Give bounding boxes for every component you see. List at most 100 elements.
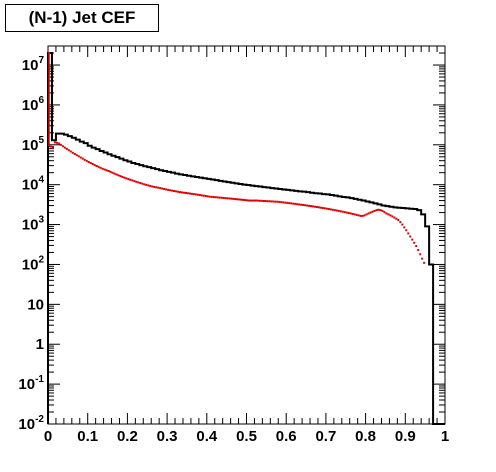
series-red-point — [165, 188, 168, 191]
series-red-point — [365, 213, 368, 216]
series-red-point — [323, 207, 326, 210]
series-red-point — [379, 209, 382, 212]
series-red-point — [67, 149, 70, 152]
series-red-point — [397, 219, 400, 222]
series-red-point — [359, 214, 362, 217]
series-red-point — [175, 190, 178, 193]
series-red-point — [343, 211, 346, 214]
series-red-point — [232, 197, 235, 200]
series-red-point — [383, 211, 386, 214]
series-red-point — [204, 195, 207, 198]
series-red-point — [238, 198, 241, 201]
series-red-point — [290, 202, 293, 205]
series-red-point — [61, 145, 64, 148]
series-red-point — [143, 183, 146, 186]
series-red-point — [361, 214, 364, 217]
x-tick-label: 0.3 — [157, 428, 178, 445]
series-red-point — [169, 189, 172, 192]
series-red-point — [262, 199, 265, 202]
series-red-point — [240, 198, 243, 201]
series-red-point — [270, 200, 273, 203]
series-red-point — [145, 183, 148, 186]
series-red-point — [260, 199, 263, 202]
x-tick-label: 0.8 — [355, 428, 376, 445]
series-red-point — [87, 161, 90, 164]
series-red-point — [409, 235, 412, 238]
series-red-point — [115, 173, 118, 176]
series-red-point — [228, 197, 231, 200]
series-red-point — [121, 175, 124, 178]
series-red-point — [333, 209, 336, 212]
series-red-point — [159, 187, 162, 190]
series-red-point — [353, 213, 356, 216]
series-red-point — [286, 201, 289, 204]
series-red-point — [377, 208, 380, 211]
series-red-point — [55, 141, 58, 144]
series-red-point — [282, 201, 285, 204]
series-red-point — [417, 249, 420, 252]
series-red-point — [95, 164, 98, 167]
series-red-point — [272, 200, 275, 203]
series-red-point — [391, 215, 394, 218]
series-red-point — [85, 159, 88, 162]
series-red-point — [308, 204, 311, 207]
series-red-point — [125, 177, 128, 180]
series-red-point — [218, 196, 221, 199]
series-red-point — [296, 203, 299, 206]
series-red-point — [393, 216, 396, 219]
series-red-point — [157, 186, 160, 189]
series-red-markers — [47, 52, 426, 264]
series-red-point — [315, 206, 318, 209]
series-red-point — [192, 193, 195, 196]
series-red-point — [216, 196, 219, 199]
series-red-point — [339, 210, 342, 213]
series-red-point — [347, 212, 350, 215]
series-red-point — [171, 189, 174, 192]
series-red-point — [284, 201, 287, 204]
series-red-point — [91, 163, 94, 166]
series-red-point — [321, 207, 324, 210]
series-red-point — [405, 229, 408, 232]
series-red-point — [53, 141, 56, 144]
series-red-point — [99, 166, 102, 169]
series-red-point — [127, 178, 130, 181]
series-red-point — [155, 186, 158, 189]
series-red-point — [182, 191, 185, 194]
series-red-point — [57, 142, 60, 145]
series-red-point — [210, 195, 213, 198]
series-red-point — [274, 200, 277, 203]
series-red-point — [177, 190, 180, 193]
series-red-point — [413, 241, 416, 244]
series-red-point — [349, 212, 352, 215]
series-red-point — [389, 214, 392, 217]
series-red-point — [327, 208, 330, 211]
series-red-point — [222, 196, 225, 199]
series-red-point — [89, 161, 92, 164]
series-red-point — [180, 191, 183, 194]
series-red-point — [403, 226, 406, 229]
series-red-point — [419, 253, 422, 256]
series-red-point — [399, 221, 402, 224]
series-red-point — [317, 206, 320, 209]
series-red-point — [387, 213, 390, 216]
x-tick-label: 0.6 — [276, 428, 297, 445]
series-red-point — [319, 206, 322, 209]
series-red-point — [208, 195, 211, 198]
series-red-point — [113, 172, 116, 175]
series-red-point — [161, 187, 164, 190]
series-red-point — [248, 199, 251, 202]
y-tick-label: 102 — [22, 254, 45, 273]
series-red-point — [179, 191, 182, 194]
series-red-point — [252, 199, 255, 202]
x-tick-label: 0 — [44, 428, 52, 445]
series-red-point — [236, 198, 239, 201]
series-red-point — [300, 203, 303, 206]
y-tick-label: 107 — [22, 55, 45, 74]
series-red-point — [69, 150, 72, 153]
series-red-point — [298, 203, 301, 206]
series-red-point — [311, 205, 314, 208]
series-red-point — [107, 170, 110, 173]
series-red-point — [373, 209, 376, 212]
series-red-point — [77, 155, 80, 158]
series-red-point — [369, 211, 372, 214]
